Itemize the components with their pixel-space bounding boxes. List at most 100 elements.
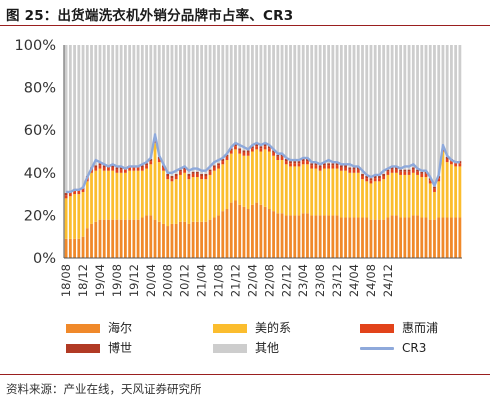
bar-segment-whirlpool (140, 167, 144, 171)
bar-segment-midea (450, 164, 453, 218)
bar-segment-midea (276, 160, 280, 214)
bar-segment-midea (107, 170, 110, 220)
bar-segment-haier (195, 221, 199, 258)
bar-segment-others (445, 45, 449, 157)
bar-segment-bosch (365, 176, 369, 179)
bar-segment-haier (263, 206, 267, 258)
bar-segment-midea (390, 172, 394, 216)
bar-segment-whirlpool (187, 176, 191, 180)
bar-segment-haier (200, 221, 203, 258)
bar-segment-midea (166, 179, 170, 227)
bar-segment-bosch (234, 144, 237, 147)
bar-segment-midea (335, 168, 339, 216)
y-tick-label: 100% (15, 38, 56, 54)
legend-line-cr3 (360, 347, 394, 350)
bar-segment-midea (369, 183, 373, 220)
bar-segment-midea (403, 174, 407, 218)
bar-segment-midea (407, 174, 411, 218)
bar-segment-haier (217, 215, 220, 258)
bar-segment-others (238, 45, 242, 149)
bar-segment-midea (85, 181, 89, 229)
bar-segment-haier (191, 221, 195, 258)
bar-segment-bosch (284, 158, 288, 162)
bar-segment-haier (390, 215, 394, 258)
bar-segment-whirlpool (77, 190, 81, 195)
bar-segment-whirlpool (94, 167, 98, 171)
cr3-line (66, 133, 460, 194)
bar-segment-others (335, 45, 339, 164)
bar-segment-midea (195, 177, 199, 222)
bar-segment-whirlpool (280, 156, 284, 161)
source-divider (0, 374, 490, 375)
bar-segment-whirlpool (373, 178, 377, 182)
bar-segment-bosch (170, 176, 174, 179)
bar-segment-whirlpool (162, 167, 165, 171)
bar-segment-others (339, 45, 343, 166)
bar-segment-whirlpool (450, 161, 453, 165)
bar-segment-whirlpool (119, 169, 123, 173)
bar-segment-haier (221, 211, 225, 258)
bar-segment-bosch (200, 173, 203, 176)
bar-segment-haier (365, 217, 369, 258)
bar-segment-bosch (195, 171, 199, 174)
bar-segment-others (111, 45, 115, 166)
bar-segment-others (187, 45, 191, 174)
figure-title: 图 25：出货端洗衣机外销分品牌市占率、CR3 (6, 8, 294, 24)
bar-segment-haier (267, 209, 271, 258)
bar-segment-whirlpool (111, 167, 115, 171)
bar-segment-haier (272, 211, 275, 258)
bar-segment-whirlpool (183, 169, 187, 173)
bar-segment-haier (373, 219, 377, 258)
bar-segment-others (136, 45, 140, 166)
bar-segment-haier (229, 202, 233, 258)
x-tick-label: 21/12 (229, 264, 243, 297)
bar-segment-haier (68, 238, 72, 258)
bar-segment-haier (64, 238, 68, 258)
bar-segment-others (179, 45, 182, 170)
bar-segment-midea (102, 170, 106, 220)
bar-segment-others (356, 45, 360, 168)
bar-segment-whirlpool (424, 173, 428, 178)
bar-segment-midea (378, 181, 381, 220)
bar-segment-midea (187, 179, 191, 224)
bar-segment-whirlpool (365, 178, 369, 182)
bar-segment-whirlpool (68, 193, 72, 197)
bar-segment-others (403, 45, 407, 170)
bar-segment-others (433, 45, 436, 187)
bar-segment-midea (90, 172, 93, 224)
bar-segment-others (234, 45, 237, 145)
y-tick-label: 0% (33, 251, 56, 267)
bar-segment-haier (255, 202, 259, 258)
bar-segment-haier (174, 223, 178, 258)
bar-segment-bosch (382, 173, 386, 176)
bar-segment-midea (246, 155, 250, 210)
bar-segment-midea (221, 164, 225, 212)
bar-segment-others (174, 45, 178, 174)
bar-segment-others (301, 45, 305, 159)
bar-segment-haier (149, 215, 153, 258)
bar-segment-midea (373, 181, 377, 220)
bar-segment-others (259, 45, 263, 147)
bar-segment-bosch (204, 173, 208, 176)
bar-segment-haier (124, 219, 127, 258)
bar-segment-whirlpool (348, 169, 352, 173)
bar-segment-bosch (297, 161, 301, 164)
bar-segment-midea (339, 170, 343, 218)
bar-segment-others (386, 45, 390, 170)
bar-segment-whirlpool (136, 167, 140, 171)
bar-segment-midea (284, 164, 288, 216)
bar-segment-midea (140, 170, 144, 218)
bar-segment-midea (124, 172, 127, 220)
bar-segment-haier (132, 219, 136, 258)
bar-segment-whirlpool (204, 176, 208, 180)
bar-segment-others (98, 45, 102, 164)
bar-segment-midea (272, 155, 275, 212)
bar-segment-others (170, 45, 174, 176)
bar-segment-haier (378, 219, 381, 258)
bar-segment-bosch (411, 167, 415, 170)
bar-segment-bosch (289, 161, 292, 164)
bar-segment-bosch (191, 171, 195, 174)
bar-segment-others (124, 45, 127, 168)
y-tick-label: 80% (24, 81, 56, 97)
bar-segment-others (115, 45, 119, 168)
